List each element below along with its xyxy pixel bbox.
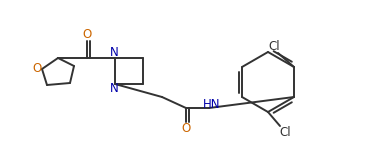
Text: N: N xyxy=(110,82,118,95)
Text: Cl: Cl xyxy=(268,40,280,52)
Text: HN: HN xyxy=(203,97,221,111)
Text: N: N xyxy=(110,46,118,60)
Text: Cl: Cl xyxy=(279,127,291,140)
Text: O: O xyxy=(32,62,42,75)
Text: O: O xyxy=(83,27,92,41)
Text: O: O xyxy=(181,122,191,135)
